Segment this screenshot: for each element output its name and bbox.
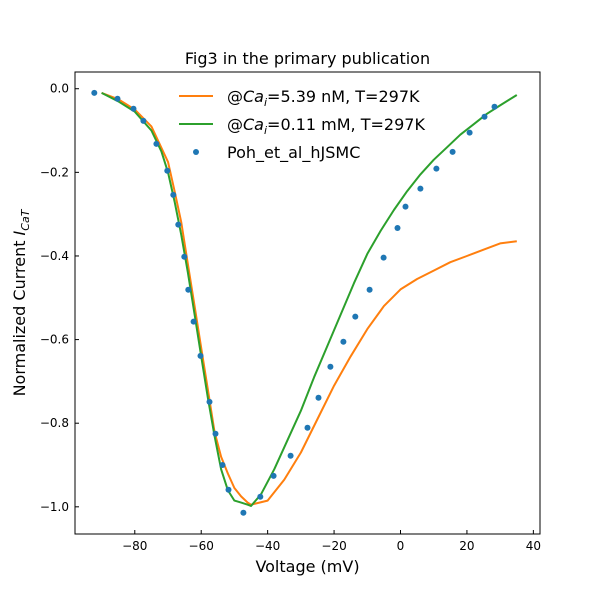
legend-swatch-marker <box>193 149 199 155</box>
y-axis-label-symbol: I <box>10 230 29 235</box>
y-tick-label: −0.4 <box>40 249 69 263</box>
data-point <box>433 165 440 172</box>
data-point <box>481 113 488 120</box>
data-point <box>197 352 204 359</box>
data-point <box>466 129 473 136</box>
chart-title: Fig3 in the primary publication <box>185 49 430 68</box>
legend-label: @Cai=0.11 mM, T=297K <box>227 115 425 137</box>
y-tick-label: −1.0 <box>40 500 69 514</box>
series-layer <box>91 89 518 516</box>
x-tick-label: 20 <box>459 539 474 553</box>
y-axis-label-main: Normalized Current <box>10 235 29 396</box>
data-point <box>327 363 334 370</box>
x-tick-label: −40 <box>255 539 280 553</box>
data-point <box>153 140 160 147</box>
legend-label: @Cai=5.39 nM, T=297K <box>227 87 420 109</box>
data-point <box>91 89 98 96</box>
y-axis-label-subscript: CaT <box>19 208 32 230</box>
legend-label: Poh_et_al_hJSMC <box>227 143 360 163</box>
data-point <box>130 105 137 112</box>
data-point <box>240 509 247 516</box>
data-point <box>140 117 147 124</box>
x-axis-label: Voltage (mV) <box>255 557 359 576</box>
data-point <box>491 103 498 110</box>
y-tick-label: −0.8 <box>40 416 69 430</box>
legend-entry: @Cai=5.39 nM, T=297K <box>179 87 420 109</box>
y-axis: 0.0 −0.2 −0.4 −0.6 −0.8 −1.0 <box>40 82 79 514</box>
data-point <box>366 286 373 293</box>
data-point <box>340 338 347 345</box>
data-point <box>206 398 213 405</box>
x-tick-label: −80 <box>122 539 147 553</box>
series-line-0 <box>101 91 517 506</box>
data-point <box>287 452 294 459</box>
data-point <box>170 191 177 198</box>
x-axis: −80 −60 −40 −20 0 20 40 <box>122 530 541 553</box>
data-point <box>181 253 188 260</box>
data-point <box>394 225 401 231</box>
plot-area <box>74 71 541 535</box>
data-point <box>449 148 456 155</box>
y-tick-label: −0.6 <box>40 333 69 347</box>
data-point <box>185 286 192 293</box>
data-point <box>352 313 359 320</box>
x-tick-label: −20 <box>321 539 346 553</box>
data-point <box>190 318 197 325</box>
data-point <box>219 462 226 468</box>
data-point <box>114 95 121 102</box>
data-point <box>212 430 219 437</box>
data-point <box>257 493 264 500</box>
legend-entry: @Cai=0.11 mM, T=297K <box>179 115 425 137</box>
legend: @Cai=5.39 nM, T=297K @Cai=0.11 mM, T=297K… <box>179 87 425 163</box>
x-tick-label: 0 <box>397 539 405 553</box>
x-tick-label: 40 <box>526 539 541 553</box>
data-point <box>315 394 322 401</box>
data-point <box>304 424 311 431</box>
y-tick-label: 0.0 <box>50 82 69 96</box>
legend-entry: Poh_et_al_hJSMC <box>193 143 360 163</box>
y-axis-label: Normalized Current ICaT <box>10 208 32 396</box>
data-point <box>164 167 171 174</box>
data-point <box>380 254 387 261</box>
data-point <box>417 185 424 192</box>
axes-frame <box>74 71 541 535</box>
data-point <box>175 221 182 228</box>
data-point <box>225 486 232 493</box>
data-point <box>270 472 277 479</box>
x-tick-label: −60 <box>189 539 214 553</box>
data-point <box>402 203 409 210</box>
y-tick-label: −0.2 <box>40 165 69 179</box>
